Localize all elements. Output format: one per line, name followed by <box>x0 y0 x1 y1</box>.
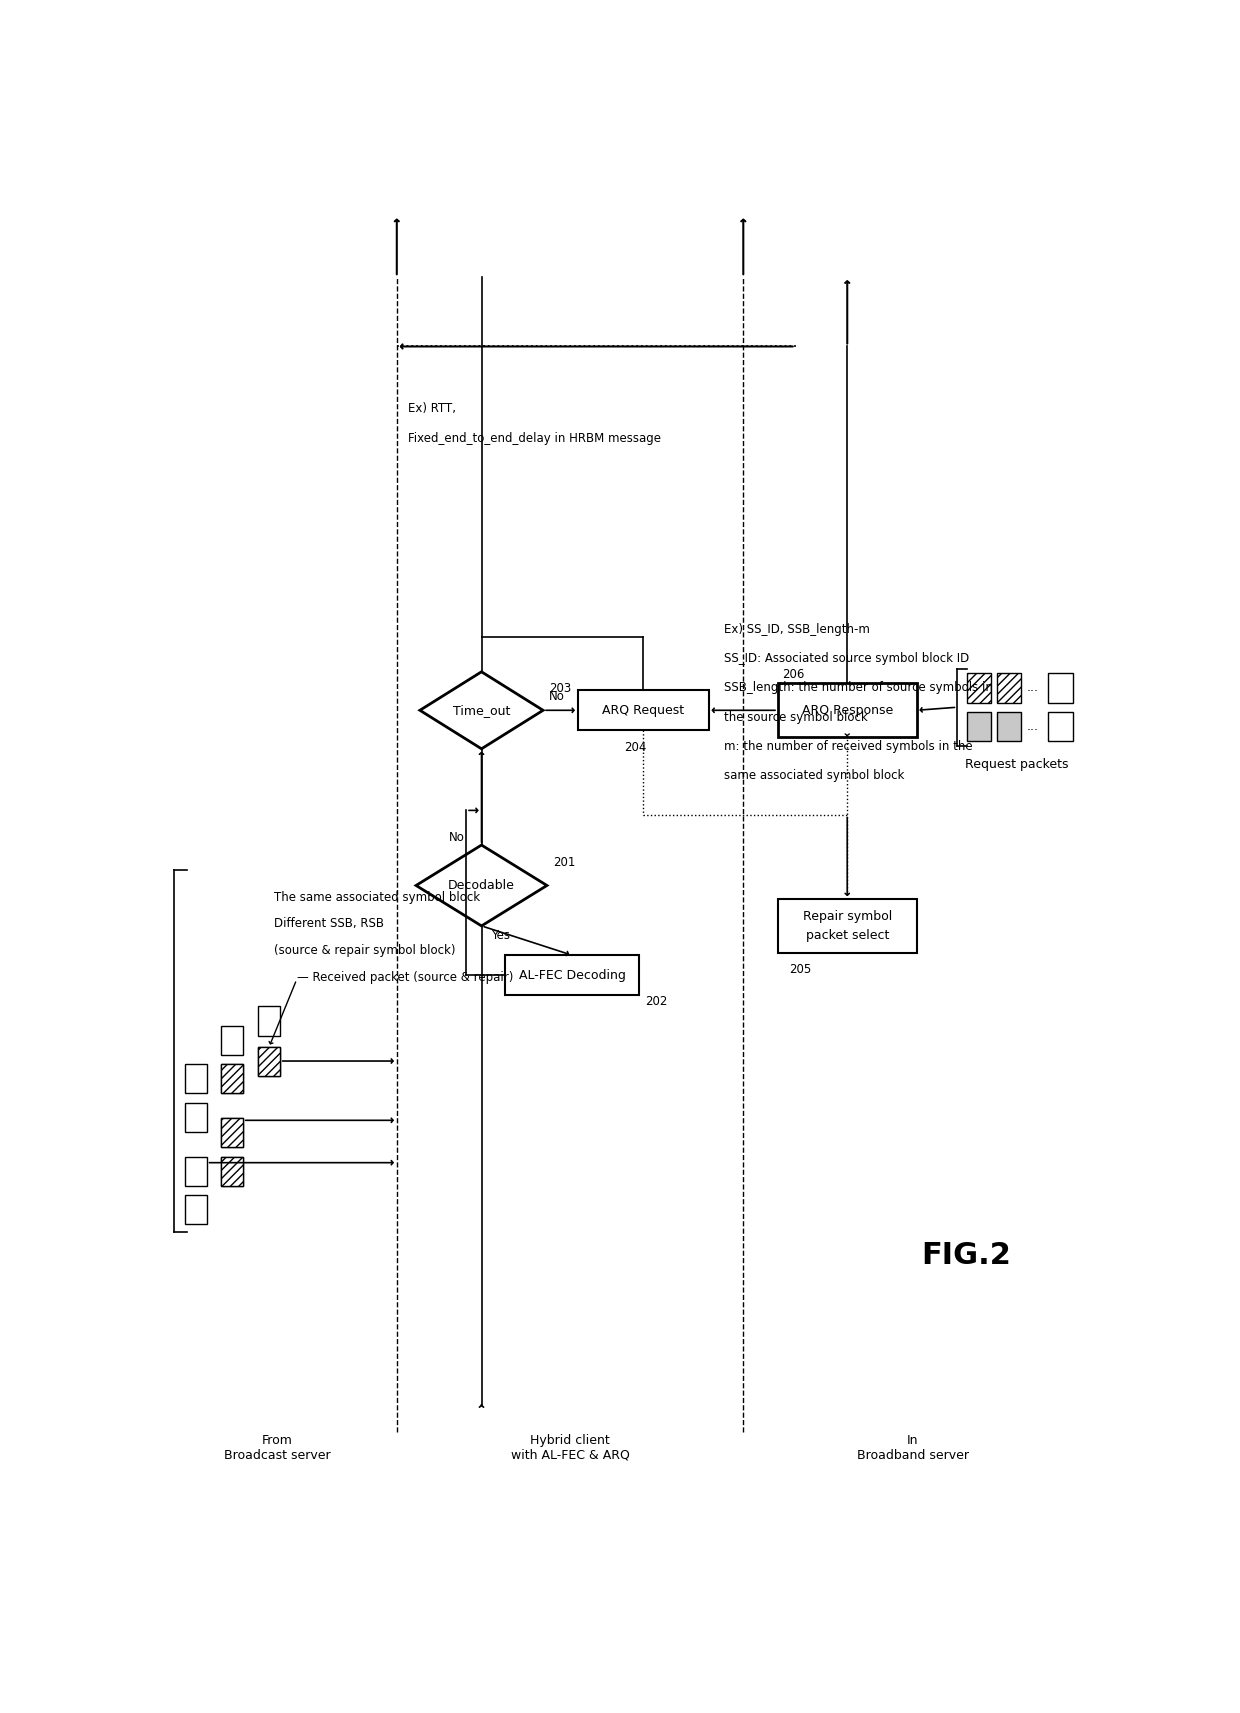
FancyBboxPatch shape <box>777 683 916 737</box>
Text: No: No <box>549 690 565 702</box>
Text: 203: 203 <box>549 682 572 695</box>
Text: m: the number of received symbols in the: m: the number of received symbols in the <box>724 740 972 754</box>
Text: Hybrid client
with AL-FEC & ARQ: Hybrid client with AL-FEC & ARQ <box>511 1434 630 1461</box>
FancyBboxPatch shape <box>997 713 1022 742</box>
FancyBboxPatch shape <box>185 1064 207 1093</box>
Text: In
Broadband server: In Broadband server <box>857 1434 968 1461</box>
Text: Ex) SS_ID, SSB_length-m: Ex) SS_ID, SSB_length-m <box>724 624 870 636</box>
FancyBboxPatch shape <box>258 1006 280 1036</box>
FancyBboxPatch shape <box>221 1026 243 1055</box>
FancyBboxPatch shape <box>185 1156 207 1185</box>
FancyBboxPatch shape <box>221 1119 243 1148</box>
Text: Different SSB, RSB: Different SSB, RSB <box>274 918 383 930</box>
FancyBboxPatch shape <box>505 956 640 995</box>
Text: The same associated symbol block: The same associated symbol block <box>274 891 480 903</box>
FancyBboxPatch shape <box>578 690 708 730</box>
Text: ARQ Request: ARQ Request <box>603 704 684 716</box>
Text: AL-FEC Decoding: AL-FEC Decoding <box>518 968 625 982</box>
Polygon shape <box>420 671 543 749</box>
FancyBboxPatch shape <box>221 1156 243 1185</box>
FancyBboxPatch shape <box>258 1047 280 1076</box>
Text: ...: ... <box>226 1110 238 1124</box>
Text: the source symbol block: the source symbol block <box>724 711 868 723</box>
Text: SSB_length: the number of source symbols in: SSB_length: the number of source symbols… <box>724 682 993 694</box>
Text: Fixed_end_to_end_delay in HRBM message: Fixed_end_to_end_delay in HRBM message <box>408 432 661 445</box>
FancyBboxPatch shape <box>185 1103 207 1132</box>
FancyBboxPatch shape <box>185 1196 207 1225</box>
FancyBboxPatch shape <box>1048 673 1073 702</box>
FancyBboxPatch shape <box>258 1047 280 1076</box>
Text: (source & repair symbol block): (source & repair symbol block) <box>274 944 455 958</box>
Text: Ex) RTT,: Ex) RTT, <box>408 401 456 415</box>
Text: same associated symbol block: same associated symbol block <box>724 769 904 783</box>
Text: Time_out: Time_out <box>453 704 510 716</box>
FancyBboxPatch shape <box>221 1064 243 1093</box>
Text: SS_ID: Associated source symbol block ID: SS_ID: Associated source symbol block ID <box>724 653 970 665</box>
FancyBboxPatch shape <box>997 673 1022 702</box>
Text: ...: ... <box>1027 682 1039 694</box>
Text: From
Broadcast server: From Broadcast server <box>224 1434 331 1461</box>
Text: ...: ... <box>190 1148 202 1161</box>
FancyBboxPatch shape <box>967 673 991 702</box>
FancyBboxPatch shape <box>221 1156 243 1185</box>
FancyBboxPatch shape <box>777 899 916 952</box>
Text: 204: 204 <box>624 740 647 754</box>
Text: ARQ Response: ARQ Response <box>801 704 893 716</box>
Text: No: No <box>449 831 465 845</box>
FancyBboxPatch shape <box>221 1119 243 1148</box>
Text: — Received packet (source & repair): — Received packet (source & repair) <box>296 971 513 985</box>
Text: packet select: packet select <box>806 928 889 942</box>
Text: 206: 206 <box>781 668 805 680</box>
Polygon shape <box>417 845 547 927</box>
Text: Repair symbol: Repair symbol <box>802 910 892 923</box>
Text: Request packets: Request packets <box>965 759 1069 771</box>
Text: Decodable: Decodable <box>448 879 515 892</box>
Text: Yes: Yes <box>491 928 510 942</box>
FancyBboxPatch shape <box>221 1064 243 1093</box>
FancyBboxPatch shape <box>1048 713 1073 742</box>
Text: 205: 205 <box>790 963 812 976</box>
Text: 202: 202 <box>646 995 668 1007</box>
Text: 201: 201 <box>553 856 575 868</box>
FancyBboxPatch shape <box>967 713 991 742</box>
Text: FIG.2: FIG.2 <box>921 1240 1012 1269</box>
Text: ...: ... <box>1027 719 1039 733</box>
